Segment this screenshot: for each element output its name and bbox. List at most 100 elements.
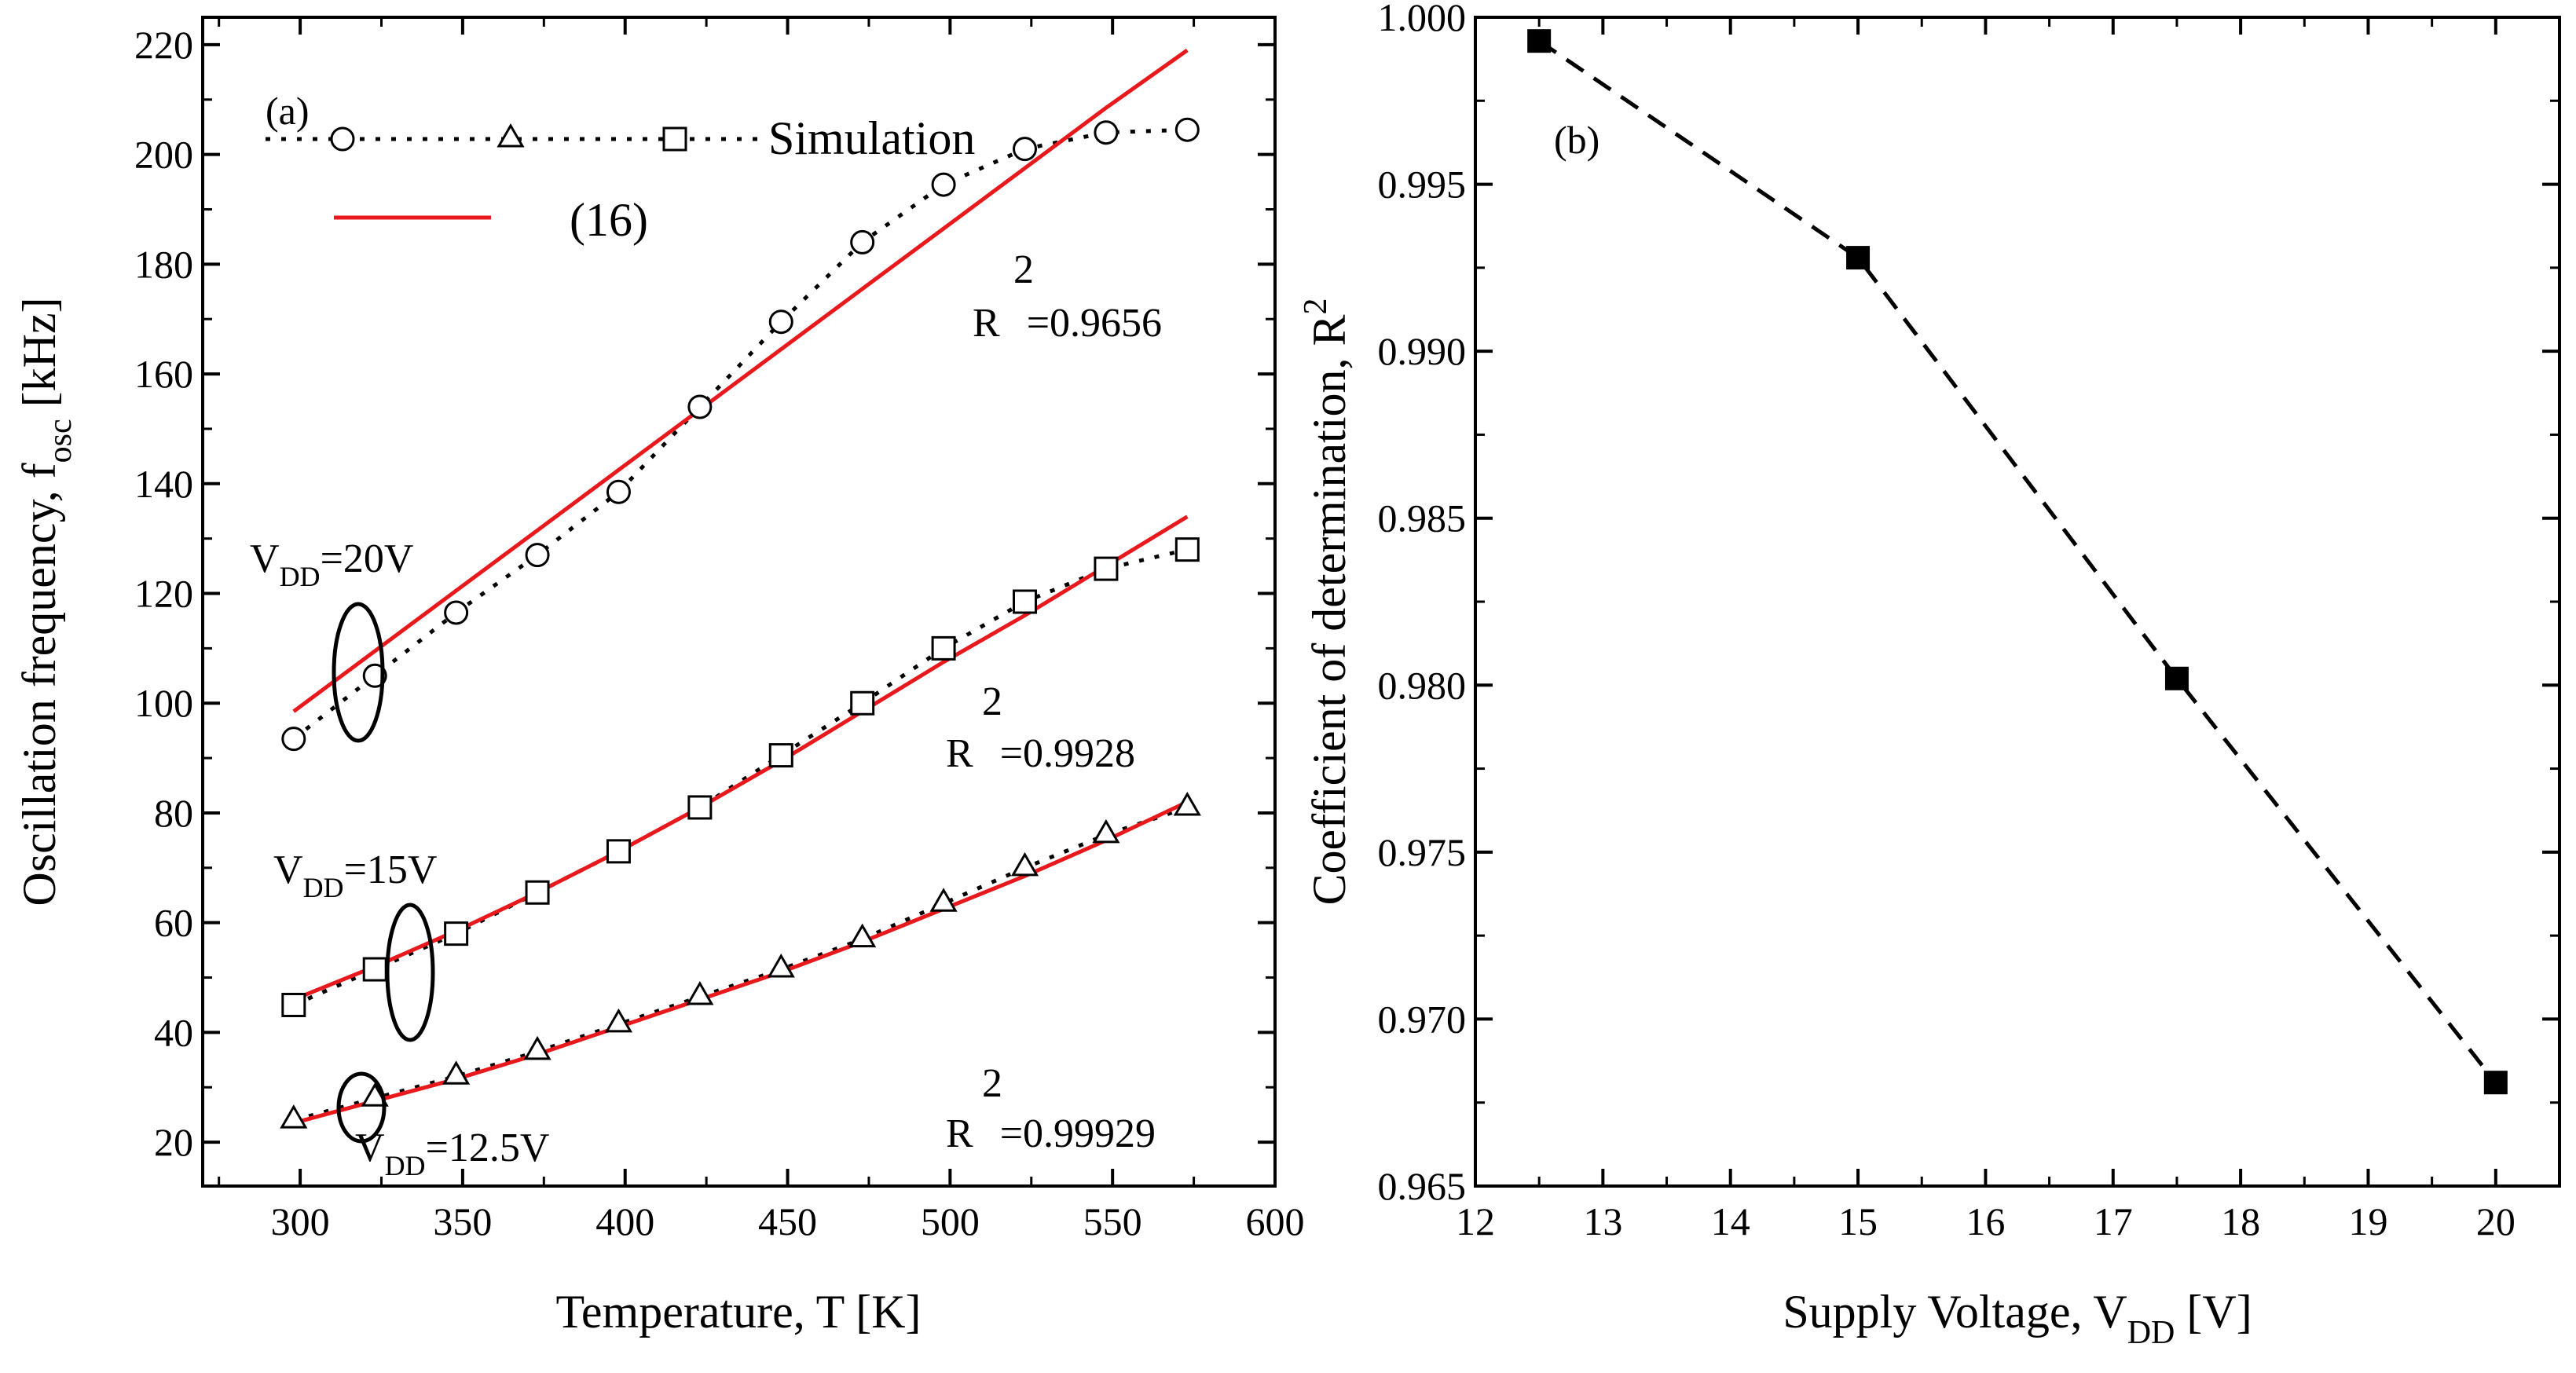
data-point-triangle bbox=[1173, 791, 1201, 816]
simulation-line-0 bbox=[292, 127, 1188, 741]
data-point-square bbox=[931, 635, 956, 661]
model-16-line-4 bbox=[292, 514, 1189, 1001]
panel-b-y-title: Coefficient of determination, R2 bbox=[1298, 298, 1355, 905]
y-tick-label: 40 bbox=[154, 1010, 193, 1054]
y-tick-label: 80 bbox=[154, 791, 193, 835]
x-tick-label: 18 bbox=[2221, 1199, 2260, 1243]
x-tick-label: 500 bbox=[921, 1199, 980, 1243]
y-tick-label: 1.000 bbox=[1378, 0, 1467, 39]
panel-b-plot-frame bbox=[1474, 16, 2561, 1188]
panel-a-plot-frame bbox=[201, 16, 1277, 1188]
data-point-filled-square bbox=[1527, 29, 1552, 53]
panel-b-tag: (b) bbox=[1554, 118, 1599, 162]
model-16-line-5 bbox=[293, 800, 1189, 1126]
data-point-circle bbox=[1094, 120, 1119, 145]
y-tick-label: 160 bbox=[134, 352, 193, 396]
data-point-square bbox=[850, 690, 875, 716]
data-point-circle bbox=[362, 663, 387, 688]
x-tick-label: 400 bbox=[595, 1199, 654, 1243]
panel-b-series bbox=[1537, 39, 2497, 1084]
y-tick-label: 220 bbox=[134, 23, 193, 67]
data-point-circle bbox=[768, 309, 793, 335]
data-point-triangle bbox=[280, 1104, 308, 1129]
data-point-triangle bbox=[604, 1008, 633, 1033]
x-tick-label: 17 bbox=[2094, 1199, 2133, 1243]
data-point-triangle bbox=[848, 923, 877, 948]
x-tick-label: 300 bbox=[271, 1199, 330, 1243]
panel-a-legend: Simulation (16) bbox=[266, 112, 975, 246]
legend-square-marker bbox=[662, 126, 687, 152]
panel-a-markers bbox=[280, 117, 1201, 1129]
x-tick-label: 550 bbox=[1083, 1199, 1142, 1243]
data-point-triangle bbox=[1010, 851, 1039, 877]
data-point-square bbox=[362, 957, 387, 982]
y-tick-label: 60 bbox=[154, 901, 193, 945]
data-point-triangle bbox=[767, 954, 795, 978]
x-tick-label: 12 bbox=[1456, 1199, 1495, 1243]
model-16-line-3 bbox=[292, 48, 1189, 713]
panel-a: 20 40 60 80 100 120 140 160 180 200 220 300 350 400 4… bbox=[13, 16, 1305, 1338]
y-tick-label: 100 bbox=[134, 681, 193, 725]
y-tick-label: 0.985 bbox=[1378, 496, 1467, 540]
data-point-filled-square bbox=[1846, 246, 1871, 270]
x-tick-label: 600 bbox=[1246, 1199, 1305, 1243]
data-point-circle bbox=[281, 727, 306, 752]
y-tick-label: 0.995 bbox=[1378, 163, 1467, 207]
y-tick-label: 180 bbox=[134, 242, 193, 286]
data-point-triangle bbox=[1092, 818, 1120, 844]
data-point-square bbox=[687, 795, 713, 820]
data-point-triangle bbox=[442, 1060, 471, 1085]
data-point-triangle bbox=[686, 980, 714, 1005]
y-tick-label: 0.975 bbox=[1378, 830, 1467, 874]
panel-b-x-title: Supply Voltage, VDD [V] bbox=[1783, 1286, 2252, 1351]
data-point-filled-square bbox=[2164, 666, 2189, 690]
r2-20-sup: 2 bbox=[1013, 247, 1034, 292]
data-point-circle bbox=[687, 394, 713, 419]
x-tick-label: 13 bbox=[1583, 1199, 1622, 1243]
legend-simulation-label: Simulation bbox=[768, 112, 975, 164]
legend-model-label: (16) bbox=[570, 194, 648, 246]
x-tick-label: 15 bbox=[1838, 1199, 1878, 1243]
data-point-triangle bbox=[929, 888, 958, 912]
vdd-125-label: VDD=12.5V bbox=[355, 1126, 549, 1181]
y-tick-label: 0.965 bbox=[1378, 1164, 1467, 1208]
data-point-circle bbox=[606, 479, 631, 504]
data-point-triangle bbox=[523, 1035, 551, 1060]
data-point-square bbox=[606, 839, 631, 864]
panel-a-y-ticks: 20 40 60 80 100 120 140 160 180 200 220 bbox=[134, 23, 1275, 1164]
data-point-square bbox=[1013, 589, 1037, 614]
x-tick-label: 20 bbox=[2476, 1199, 2516, 1243]
x-tick-label: 19 bbox=[2348, 1199, 2387, 1243]
r2-15-label: R =0.9928 bbox=[946, 731, 1135, 776]
x-tick-label: 16 bbox=[1966, 1199, 2005, 1243]
simulation-line-2 bbox=[293, 805, 1189, 1122]
y-tick-label: 20 bbox=[154, 1120, 193, 1164]
data-point-circle bbox=[931, 172, 956, 197]
vdd-15-ellipse bbox=[385, 903, 435, 1042]
panel-a-y-title: Oscillation frequency, fosc [kHz] bbox=[13, 297, 79, 906]
y-tick-label: 140 bbox=[134, 462, 193, 506]
data-point-circle bbox=[850, 229, 875, 254]
legend-circle-marker bbox=[330, 126, 355, 152]
vdd-20-label: VDD=20V bbox=[250, 536, 413, 592]
data-point-square bbox=[768, 743, 793, 768]
data-point-filled-square bbox=[2483, 1071, 2508, 1095]
panel-a-series bbox=[292, 48, 1189, 1126]
x-tick-label: 14 bbox=[1711, 1199, 1750, 1243]
data-point-circle bbox=[1013, 137, 1037, 162]
y-tick-label: 0.980 bbox=[1378, 663, 1467, 707]
data-point-square bbox=[1094, 556, 1119, 581]
panel-b-y-ticks: 0.965 0.970 0.975 0.980 0.985 0.990 0.995 1.000 bbox=[1378, 0, 2560, 1208]
r2-125-label: R =0.99929 bbox=[946, 1111, 1156, 1156]
panel-b-markers bbox=[1527, 29, 2508, 1095]
y-tick-label: 0.990 bbox=[1378, 329, 1467, 373]
data-point-circle bbox=[525, 543, 550, 568]
data-point-circle bbox=[444, 600, 469, 625]
r2-series-line-0 bbox=[1537, 39, 2497, 1084]
r2-20-label: R =0.9656 bbox=[973, 301, 1162, 346]
panel-a-x-title: Temperature, T [K] bbox=[555, 1286, 921, 1338]
panel-b-x-ticks: 12 13 14 15 16 17 18 19 20 bbox=[1456, 17, 2516, 1243]
x-tick-label: 350 bbox=[433, 1199, 492, 1243]
data-point-square bbox=[281, 992, 306, 1017]
